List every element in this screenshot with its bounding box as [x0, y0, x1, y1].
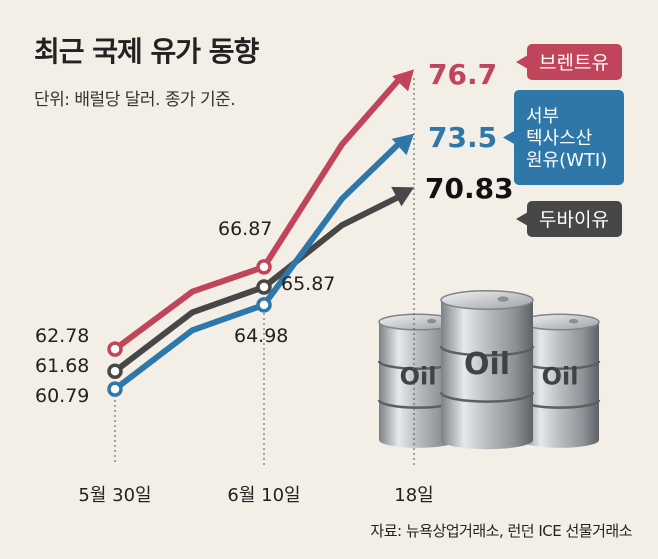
data-label: 65.87 [281, 273, 335, 295]
legend-label: 두바이유 [539, 209, 609, 231]
chart-subtitle: 단위: 배럴당 달러. 종가 기준. [34, 90, 236, 110]
legend-item: 브렌트유 [516, 44, 622, 80]
oil-barrel: Oil [439, 290, 535, 450]
data-label: 60.79 [35, 385, 89, 407]
barrel-label: Oil [464, 347, 510, 382]
legend-label: 원유(WTI) [526, 150, 607, 171]
arrowhead-marker [392, 69, 414, 92]
end-value-label: 73.5 [428, 121, 497, 154]
series-lines [107, 69, 414, 397]
arrowhead-marker [391, 186, 414, 207]
guide-lines [114, 78, 415, 465]
end-value-label: 70.83 [425, 172, 514, 205]
arrowhead-marker [391, 133, 414, 156]
data-point [107, 381, 123, 397]
barrel-label: Oil [542, 363, 579, 391]
data-labels: 62.78 66.87 76.7 60.79 64.98 73.5 61.68 65.87 70… [35, 58, 514, 407]
legend-item: 두바이유 [516, 201, 622, 237]
legend-label: 서부 [526, 106, 559, 127]
x-tick-label: 6월 10일 [227, 485, 300, 506]
series-line [107, 186, 414, 379]
oil-barrels-illustration: Oil Oil Oil [377, 290, 601, 450]
oil-barrel: Oil [519, 313, 601, 448]
legend-label: 브렌트유 [539, 52, 609, 74]
series-line [107, 69, 414, 357]
source-note: 자료: 뉴욕상업거래소, 런던 ICE 선물거래소 [370, 522, 632, 540]
x-tick-label: 18일 [394, 485, 433, 506]
series-line [107, 133, 414, 397]
legend-label: 텍사스산 [526, 128, 592, 149]
data-point [256, 279, 272, 295]
data-label: 61.68 [35, 355, 89, 377]
data-label: 66.87 [218, 218, 272, 240]
x-axis: 5월 30일 6월 10일 18일 [78, 485, 433, 506]
data-point [107, 341, 123, 357]
data-point [256, 297, 272, 313]
data-label: 64.98 [234, 325, 288, 347]
chart-title: 최근 국제 유가 동향 [34, 35, 259, 68]
oil-barrel: Oil [377, 313, 459, 448]
x-tick-label: 5월 30일 [78, 485, 151, 506]
data-point [107, 363, 123, 379]
data-point [256, 259, 272, 275]
barrel-label: Oil [400, 363, 437, 391]
end-value-label: 76.7 [428, 58, 497, 91]
data-label: 62.78 [35, 325, 89, 347]
